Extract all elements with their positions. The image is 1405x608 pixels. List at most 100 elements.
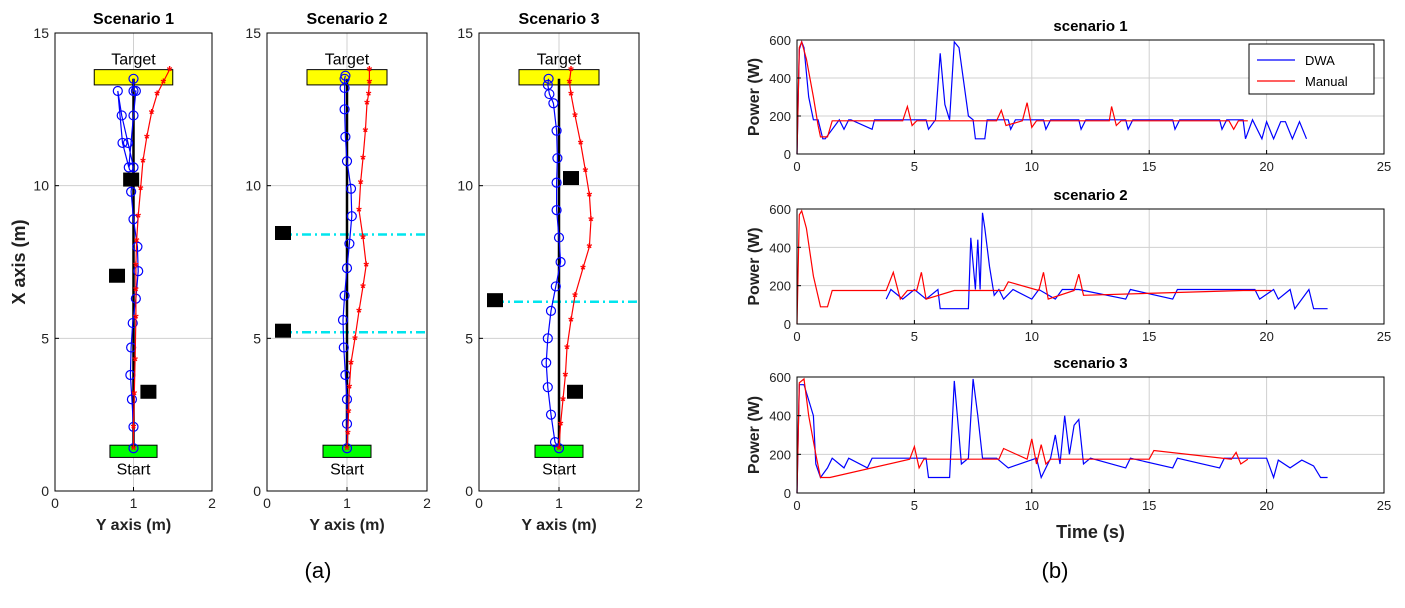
panel-label-b: (b) [1042, 558, 1069, 583]
data-point-dwa [551, 177, 562, 188]
data-point-dwa [340, 70, 351, 81]
x-tick-label: 10 [1025, 159, 1039, 174]
x-tick-label: 15 [1142, 159, 1156, 174]
data-point-dwa [542, 382, 553, 393]
series-line-dwa [117, 78, 139, 449]
y-tick-label: 600 [769, 202, 791, 217]
y-tick-label: 400 [769, 409, 791, 424]
data-point-dwa [116, 110, 127, 121]
data-point-manual: * [356, 304, 362, 320]
data-point-manual: * [564, 340, 570, 356]
data-point-dwa [337, 314, 349, 326]
y-tick-label: 0 [784, 317, 791, 332]
series-line-dwa [342, 75, 353, 449]
legend: DWA Manual [1248, 43, 1375, 95]
data-point-manual: * [144, 130, 150, 146]
data-point-manual: * [572, 289, 578, 305]
x-tick-label: 5 [911, 498, 918, 513]
y-tick-label: 600 [769, 370, 791, 385]
data-point-dwa [341, 418, 353, 429]
data-point-dwa [122, 137, 134, 149]
y-tick-label: 15 [457, 25, 473, 41]
data-point-dwa [126, 186, 137, 197]
x-tick-label: 5 [911, 329, 918, 344]
x-tick-label: 0 [51, 495, 59, 511]
data-point-manual: * [360, 231, 366, 247]
data-point-manual: * [140, 154, 146, 170]
data-point-dwa [543, 73, 554, 84]
x-tick-label: 20 [1259, 329, 1273, 344]
data-point-dwa [126, 394, 138, 405]
data-point-manual: * [568, 87, 574, 103]
data-point-manual: * [154, 87, 160, 103]
data-point-manual: * [568, 63, 574, 79]
series-manual [796, 377, 1249, 494]
series-manual: ****************** [344, 63, 372, 458]
data-point-manual: * [347, 380, 353, 396]
data-point-manual: * [366, 87, 372, 103]
data-point-dwa [551, 125, 562, 136]
obstacle [275, 225, 291, 240]
x-tick-label: 0 [793, 498, 800, 513]
plot-area [797, 209, 1384, 324]
chart-title: Scenario 3 [519, 11, 600, 28]
chart-title: Scenario 2 [307, 11, 388, 28]
y-tick-label: 400 [769, 240, 791, 255]
data-point-manual: * [138, 182, 144, 198]
data-point-dwa [344, 238, 355, 249]
data-point-dwa [128, 73, 139, 84]
x-tick-label: 0 [793, 329, 800, 344]
data-point-dwa [551, 204, 562, 216]
data-point-dwa [132, 241, 143, 252]
data-point-dwa [542, 79, 553, 91]
x-tick-label: 15 [1142, 329, 1156, 344]
x-axis-label: Time (s) [1056, 522, 1125, 542]
target-label: Target [537, 52, 582, 69]
data-point-dwa [345, 183, 357, 194]
x-tick-label: 0 [475, 495, 483, 511]
data-point-manual: * [161, 75, 167, 91]
data-point-dwa [339, 290, 350, 301]
obstacle [567, 384, 583, 399]
data-point-dwa [553, 232, 565, 243]
y-tick-label: 10 [245, 178, 261, 194]
x-tick-label: 0 [263, 495, 271, 511]
data-point-manual: * [578, 136, 584, 152]
x-tick-label: 5 [911, 159, 918, 174]
obstacle [275, 323, 291, 338]
y-tick-label: 0 [465, 483, 473, 499]
chart-title: scenario 1 [1053, 18, 1127, 35]
series-manual: **************** [131, 63, 173, 458]
legend-label-manual: Manual [1305, 74, 1348, 89]
start-label: Start [117, 461, 151, 478]
data-point-manual: * [367, 63, 373, 79]
y-tick-label: 15 [33, 25, 49, 41]
x-tick-label: 1 [130, 495, 138, 511]
y-tick-label: 5 [253, 330, 261, 346]
x-tick-label: 25 [1377, 159, 1391, 174]
data-point-manual: * [135, 209, 141, 225]
data-point-dwa [128, 110, 139, 121]
data-point-manual: * [344, 441, 350, 457]
data-point-manual: * [134, 234, 140, 250]
data-point-dwa [545, 305, 557, 316]
data-point-manual: * [356, 203, 362, 219]
data-point-manual: * [348, 356, 354, 372]
obstacle [123, 172, 140, 187]
data-point-manual: * [367, 75, 373, 91]
y-axis-label: Power (W) [746, 396, 763, 474]
chart-4: 0 5 10 15 20 25 0 200 400 600 scenario 1 Power (W) D… [746, 18, 1391, 174]
obstacle [487, 293, 503, 308]
data-point-dwa [552, 153, 563, 164]
data-point-manual: * [133, 282, 139, 298]
series-dwa [885, 212, 1328, 311]
y-tick-label: 5 [41, 330, 49, 346]
x-tick-label: 10 [1025, 329, 1039, 344]
y-tick-label: 0 [253, 483, 261, 499]
data-point-manual: * [360, 279, 366, 295]
data-point-dwa [117, 137, 128, 149]
